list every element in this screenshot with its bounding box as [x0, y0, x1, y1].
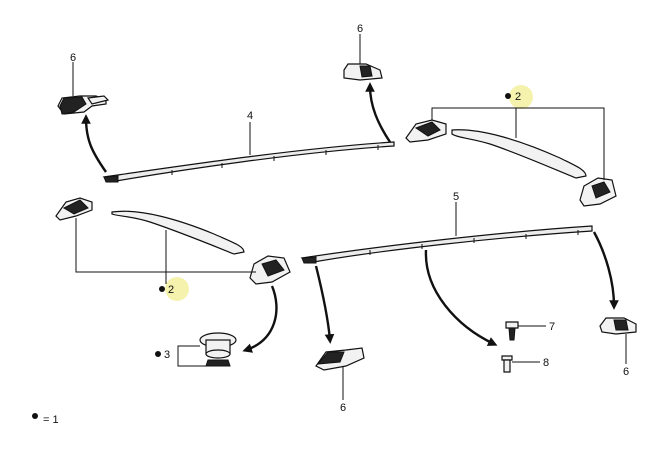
end-cap-left-front — [55, 197, 93, 221]
end-cap-right-rear — [579, 177, 617, 207]
callout-6: 6 — [70, 52, 76, 64]
arrow — [424, 249, 498, 346]
callout-2: 2 — [168, 284, 174, 296]
callout-6: 6 — [340, 402, 346, 414]
arrow — [81, 114, 107, 173]
callout-2: 2 — [515, 91, 521, 103]
callout-7: 7 — [549, 321, 555, 333]
roof-rail-5 — [300, 225, 593, 264]
roof-rail-4 — [102, 141, 395, 183]
bracket-left — [75, 218, 256, 284]
rail-cover-right — [451, 129, 587, 179]
end-cap-bottom-right — [599, 317, 637, 335]
bracket-3 — [177, 345, 206, 367]
highlight-marker — [165, 277, 189, 301]
mounting-knob — [199, 332, 237, 367]
callout-3: 3 — [164, 349, 170, 361]
legend-dot — [505, 93, 511, 99]
callout-6: 6 — [357, 23, 363, 35]
callout-6: 6 — [623, 366, 629, 378]
end-cap-top-left — [57, 95, 110, 115]
end-cap-right-front — [405, 119, 447, 143]
end-cap-top-middle — [343, 63, 383, 81]
arrow — [242, 285, 278, 353]
screw-7 — [505, 321, 519, 341]
legend-text: = 1 — [43, 414, 59, 426]
highlight-marker — [509, 85, 533, 109]
arrow — [592, 231, 619, 310]
bracket-right — [431, 107, 605, 180]
end-cap-bottom-middle — [315, 347, 365, 371]
arrow — [365, 82, 391, 143]
rail-cover-left — [111, 210, 245, 255]
legend-dot — [159, 286, 165, 292]
callout-8: 8 — [543, 357, 549, 369]
callout-5: 5 — [453, 191, 459, 203]
arrow — [314, 265, 335, 344]
legend-dot — [155, 351, 161, 357]
end-cap-left-rear — [249, 255, 291, 285]
clip-8 — [501, 355, 513, 373]
legend-dot — [32, 413, 38, 419]
callout-4: 4 — [247, 110, 253, 122]
